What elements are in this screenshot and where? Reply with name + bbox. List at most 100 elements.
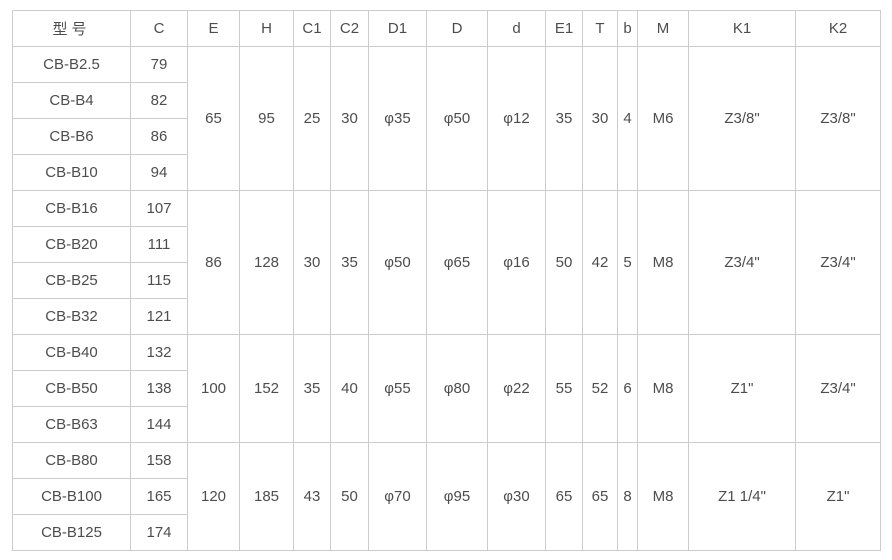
cell-e1-merged: 55 (545, 334, 583, 443)
cell-model: CB-B4 (12, 82, 131, 119)
cell-model: CB-B32 (12, 298, 131, 335)
cell-c: 94 (130, 154, 188, 191)
cell-m-merged: M6 (637, 46, 689, 191)
cell-model: CB-B6 (12, 118, 131, 155)
cell-c2-merged: 30 (330, 46, 369, 191)
cell-h-merged: 152 (239, 334, 294, 443)
cell-b-merged: 8 (617, 442, 638, 551)
cell-e-merged: 86 (187, 190, 240, 335)
cell-t-merged: 42 (582, 190, 618, 335)
column-header-c1: C1 (293, 10, 331, 47)
cell-k1-merged: Z1" (688, 334, 796, 443)
cell-model: CB-B100 (12, 478, 131, 515)
cell-d-small-merged: φ30 (487, 442, 546, 551)
table-row: CB-B50 138 (12, 370, 881, 407)
cell-e1-merged: 35 (545, 46, 583, 191)
table-row: CB-B80 158 120 185 43 50 φ70 φ95 φ30 65 … (12, 442, 881, 551)
cell-d1-merged: φ70 (368, 442, 427, 551)
cell-c: 144 (130, 406, 188, 443)
cell-c: 86 (130, 118, 188, 155)
cell-model: CB-B80 (12, 442, 131, 479)
column-header-b: b (617, 10, 638, 47)
cell-c: 158 (130, 442, 188, 479)
cell-k1-merged: Z1 1/4" (688, 442, 796, 551)
column-header-c2: C2 (330, 10, 369, 47)
cell-k2-merged: Z1" (795, 442, 881, 551)
cell-h-merged: 185 (239, 442, 294, 551)
cell-c1-merged: 35 (293, 334, 331, 443)
cell-m-merged: M8 (637, 334, 689, 443)
cell-b-merged: 6 (617, 334, 638, 443)
column-header-m: M (637, 10, 689, 47)
cell-d-cap-merged: φ80 (426, 334, 488, 443)
table-row: CB-B16 107 86 128 30 35 φ50 φ65 φ16 50 4… (12, 190, 881, 335)
cell-c1-merged: 30 (293, 190, 331, 335)
table-row: CB-B6 86 (12, 118, 881, 155)
cell-k2-merged: Z3/4" (795, 334, 881, 443)
cell-d-small-merged: φ16 (487, 190, 546, 335)
cell-k1-merged: Z3/4" (688, 190, 796, 335)
column-header-c: C (130, 10, 188, 47)
table-row: CB-B40 132 100 152 35 40 φ55 φ80 φ22 55 … (12, 334, 881, 443)
cell-c1-merged: 25 (293, 46, 331, 191)
cell-k2-merged: Z3/8" (795, 46, 881, 191)
cell-c1-merged: 43 (293, 442, 331, 551)
cell-t-merged: 30 (582, 46, 618, 191)
table-row: CB-B20 111 (12, 226, 881, 263)
cell-t-merged: 52 (582, 334, 618, 443)
column-header-model: 型号 (12, 10, 131, 47)
cell-c2-merged: 35 (330, 190, 369, 335)
table-row: CB-B100 165 (12, 478, 881, 515)
cell-c2-merged: 40 (330, 334, 369, 443)
cell-m-merged: M8 (637, 190, 689, 335)
cell-model: CB-B2.5 (12, 46, 131, 83)
cell-model: CB-B10 (12, 154, 131, 191)
cell-d1-merged: φ50 (368, 190, 427, 335)
header-row: 型号 C E H C1 C2 D1 D d E1 T b M K1 K2 (12, 10, 881, 47)
column-header-d1: D1 (368, 10, 427, 47)
column-header-e1: E1 (545, 10, 583, 47)
cell-c: 107 (130, 190, 188, 227)
table-row: CB-B125 174 (12, 514, 881, 551)
cell-c2-merged: 50 (330, 442, 369, 551)
cell-d-cap-merged: φ50 (426, 46, 488, 191)
spec-table: 型号 C E H C1 C2 D1 D d E1 T b M K1 K2 CB-… (12, 10, 881, 551)
cell-model: CB-B50 (12, 370, 131, 407)
cell-c: 115 (130, 262, 188, 299)
column-header-e: E (187, 10, 240, 47)
cell-e-merged: 65 (187, 46, 240, 191)
cell-c: 174 (130, 514, 188, 551)
cell-c: 138 (130, 370, 188, 407)
table-row: CB-B25 115 (12, 262, 881, 299)
cell-h-merged: 95 (239, 46, 294, 191)
cell-c: 82 (130, 82, 188, 119)
cell-c: 79 (130, 46, 188, 83)
cell-e-merged: 100 (187, 334, 240, 443)
cell-d-small-merged: φ22 (487, 334, 546, 443)
cell-model: CB-B25 (12, 262, 131, 299)
cell-d-cap-merged: φ65 (426, 190, 488, 335)
column-header-t: T (582, 10, 618, 47)
cell-k2-merged: Z3/4" (795, 190, 881, 335)
cell-e1-merged: 50 (545, 190, 583, 335)
cell-m-merged: M8 (637, 442, 689, 551)
cell-model: CB-B40 (12, 334, 131, 371)
cell-model: CB-B125 (12, 514, 131, 551)
column-header-d-small: d (487, 10, 546, 47)
cell-model: CB-B20 (12, 226, 131, 263)
table-row: CB-B32 121 (12, 298, 881, 335)
cell-b-merged: 4 (617, 46, 638, 191)
cell-e1-merged: 65 (545, 442, 583, 551)
table-row: CB-B2.5 79 65 95 25 30 φ35 φ50 φ12 35 30… (12, 46, 881, 191)
cell-d1-merged: φ35 (368, 46, 427, 191)
column-header-k1: K1 (688, 10, 796, 47)
column-header-d-cap: D (426, 10, 488, 47)
column-header-h: H (239, 10, 294, 47)
cell-d-cap-merged: φ95 (426, 442, 488, 551)
column-header-k2: K2 (795, 10, 881, 47)
cell-d1-merged: φ55 (368, 334, 427, 443)
cell-e-merged: 120 (187, 442, 240, 551)
cell-c: 111 (130, 226, 188, 263)
cell-k1-merged: Z3/8" (688, 46, 796, 191)
